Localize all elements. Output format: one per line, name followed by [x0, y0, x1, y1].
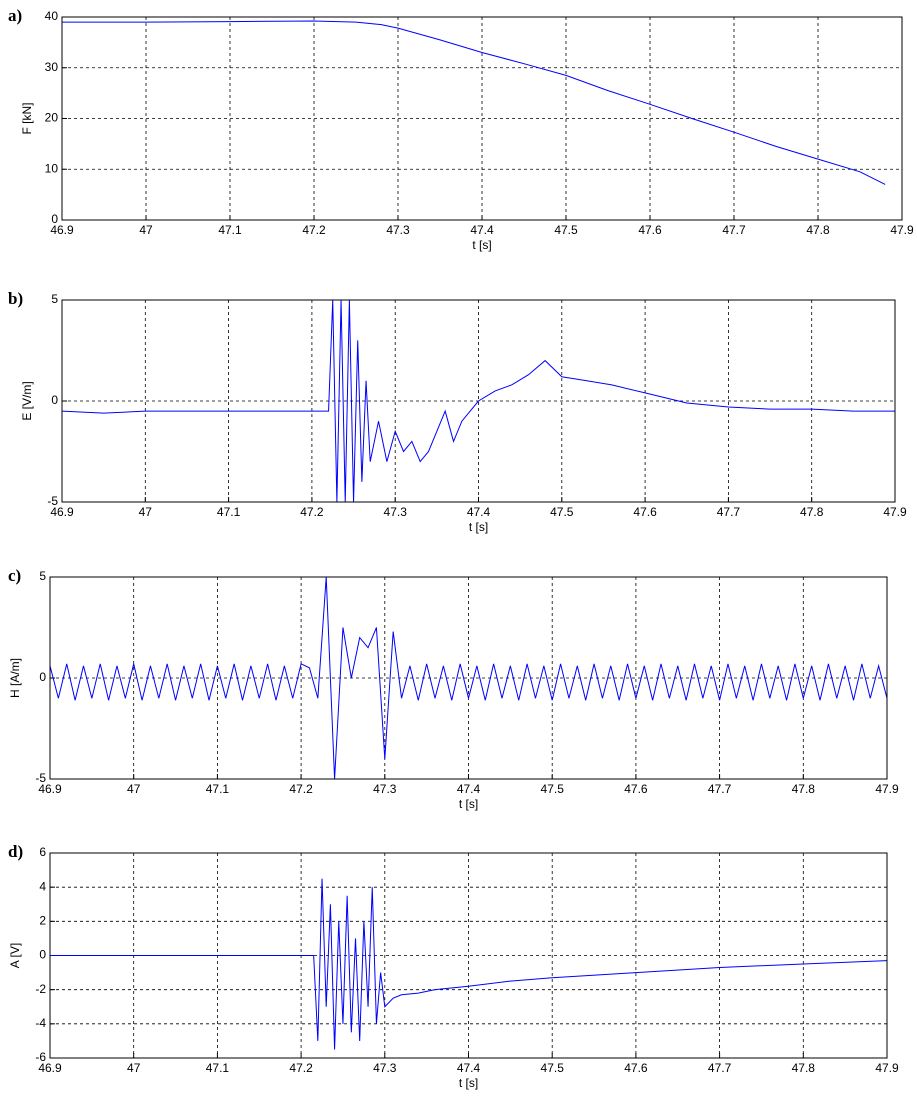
- x-tick-label: 47.2: [289, 1061, 313, 1075]
- panel: 46.9 47 47.1 47.2 47.3 47.4 47.5 47.6 47.7 47.8 47…: [8, 842, 899, 1090]
- y-tick-label: 5: [51, 292, 58, 306]
- y-tick-label: 30: [45, 60, 59, 74]
- x-tick-label: 47.3: [373, 1061, 397, 1075]
- y-tick-label: 2: [39, 914, 46, 928]
- panel: 46.9 47 47.1 47.2 47.3 47.4 47.5 47.6 47.7 47.8 47…: [8, 6, 914, 252]
- x-tick-label: 47.8: [792, 1061, 816, 1075]
- x-tick-label: 47.9: [875, 1061, 899, 1075]
- x-axis-label: t [s]: [472, 238, 491, 252]
- y-tick-label: -5: [35, 771, 46, 785]
- panel: 46.9 47 47.1 47.2 47.3 47.4 47.5 47.6 47.7 47.8 47…: [8, 289, 907, 534]
- data-group: [50, 878, 887, 1050]
- x-tick-label: 47.1: [206, 1061, 230, 1075]
- plot-frame: [49, 576, 888, 780]
- panel: 46.9 47 47.1 47.2 47.3 47.4 47.5 47.6 47.7 47.8 47…: [8, 566, 899, 811]
- x-tick-label: 47.5: [541, 782, 565, 796]
- x-tick-label: 47.3: [373, 782, 397, 796]
- panel-label: a): [8, 6, 22, 25]
- plot-frame: [61, 299, 896, 503]
- x-tick-label: 47.7: [717, 505, 741, 519]
- panel-label: d): [8, 842, 23, 861]
- y-axis-label: A [V]: [8, 943, 22, 968]
- y-tick-label: 5: [39, 569, 46, 583]
- x-axis-label: t [s]: [459, 1076, 478, 1090]
- x-tick-label: 47: [139, 505, 153, 519]
- data-line: [50, 577, 887, 779]
- x-axis-label: t [s]: [469, 520, 488, 534]
- y-tick-label: 0: [51, 393, 58, 407]
- data-line: [50, 878, 887, 1050]
- x-tick-label: 47.1: [217, 505, 241, 519]
- x-tick-label: 47.8: [792, 782, 816, 796]
- y-tick-label: -2: [35, 982, 46, 996]
- plot-frame: [49, 852, 888, 1059]
- y-tick-label: -4: [35, 1016, 46, 1030]
- data-group: [50, 577, 887, 779]
- y-tick-label: 0: [39, 948, 46, 962]
- x-tick-label: 47: [139, 223, 153, 237]
- x-tick-label: 47: [127, 1061, 141, 1075]
- x-tick-label: 47.8: [800, 505, 824, 519]
- x-tick-label: 47.6: [624, 1061, 648, 1075]
- x-tick-label: 47.5: [550, 505, 574, 519]
- panel-label: b): [8, 289, 23, 308]
- plot-frame: [61, 16, 903, 221]
- y-axis-label: E [V/m]: [20, 381, 34, 420]
- x-tick-label: 46.9: [38, 1061, 62, 1075]
- x-tick-label: 46.9: [38, 782, 62, 796]
- data-group: [62, 20, 886, 185]
- x-tick-label: 47.2: [300, 505, 324, 519]
- y-tick-label: -5: [47, 494, 58, 508]
- x-tick-label: 47.6: [624, 782, 648, 796]
- x-tick-label: 47.9: [883, 505, 907, 519]
- x-tick-label: 47.9: [890, 223, 914, 237]
- x-tick-label: 47.6: [638, 223, 662, 237]
- x-tick-label: 46.9: [50, 223, 74, 237]
- x-tick-label: 47.5: [541, 1061, 565, 1075]
- x-tick-label: 47.2: [302, 223, 326, 237]
- x-tick-label: 47: [127, 782, 141, 796]
- y-tick-label: 0: [39, 670, 46, 684]
- x-tick-label: 47.2: [289, 782, 313, 796]
- x-tick-label: 47.3: [386, 223, 410, 237]
- x-tick-label: 47.4: [457, 782, 481, 796]
- x-tick-label: 47.4: [470, 223, 494, 237]
- y-tick-label: -6: [35, 1050, 46, 1064]
- x-tick-label: 47.7: [722, 223, 746, 237]
- x-tick-label: 47.1: [218, 223, 242, 237]
- x-tick-label: 47.6: [633, 505, 657, 519]
- y-tick-label: 4: [39, 879, 46, 893]
- y-tick-label: 0: [51, 212, 58, 226]
- x-tick-label: 47.4: [467, 505, 491, 519]
- x-axis-label: t [s]: [459, 797, 478, 811]
- y-axis-label: F [kN]: [20, 103, 34, 135]
- x-tick-label: 47.4: [457, 1061, 481, 1075]
- x-tick-label: 47.7: [708, 1061, 732, 1075]
- x-tick-label: 47.7: [708, 782, 732, 796]
- data-group: [62, 300, 895, 502]
- x-tick-label: 47.8: [806, 223, 830, 237]
- x-tick-label: 47.5: [554, 223, 578, 237]
- x-tick-label: 46.9: [50, 505, 74, 519]
- data-line: [62, 20, 886, 185]
- x-tick-label: 47.3: [384, 505, 408, 519]
- y-tick-label: 20: [45, 111, 59, 125]
- y-tick-label: 40: [45, 9, 59, 23]
- x-tick-label: 47.1: [206, 782, 230, 796]
- data-line: [62, 300, 895, 502]
- x-tick-label: 47.9: [875, 782, 899, 796]
- y-axis-label: H [A/m]: [8, 658, 22, 698]
- panel-label: c): [8, 566, 21, 585]
- y-tick-label: 6: [39, 845, 46, 859]
- y-tick-label: 10: [45, 161, 59, 175]
